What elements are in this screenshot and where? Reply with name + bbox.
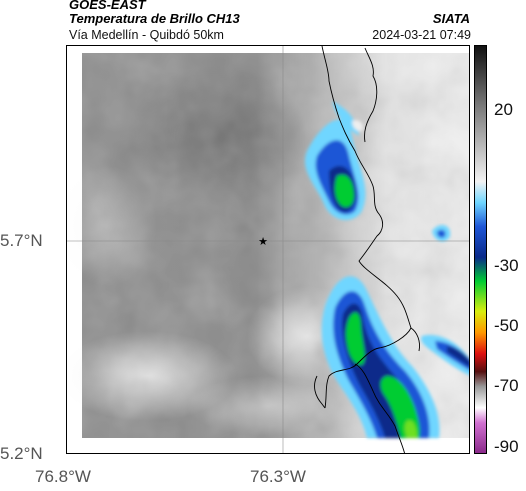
colorbar-tick--50: -50 — [494, 316, 519, 335]
colorbar-tick-20: 20 — [494, 100, 513, 119]
colorbar-tick--90: -90 — [494, 437, 519, 456]
colorbar — [474, 45, 487, 454]
brightness-temperature-map: ★ — [66, 45, 470, 454]
region-label: Vía Medellín - Quibdó 50km — [69, 28, 224, 42]
colorbar-tick--70: -70 — [494, 376, 519, 395]
map-canvas: ★ — [67, 46, 469, 453]
agency-label: SIATA — [432, 11, 470, 26]
lon-tick-76.3: 76.3°W — [250, 467, 306, 486]
colorbar-tick--30: -30 — [494, 256, 519, 275]
lat-tick-5.2: 5.2°N — [0, 444, 43, 463]
datetime-label: 2024-03-21 07:49 — [372, 28, 471, 42]
satellite-imagery — [67, 53, 469, 438]
graticule — [67, 46, 469, 453]
site-marker: ★ — [258, 235, 268, 248]
coastline — [314, 46, 420, 453]
lon-tick-76.8: 76.8°W — [35, 467, 91, 486]
satellite-title: GOES-EAST — [69, 0, 146, 12]
product-title: Temperatura de Brillo CH13 — [69, 11, 240, 26]
lat-tick-5.7: 5.7°N — [0, 231, 43, 250]
